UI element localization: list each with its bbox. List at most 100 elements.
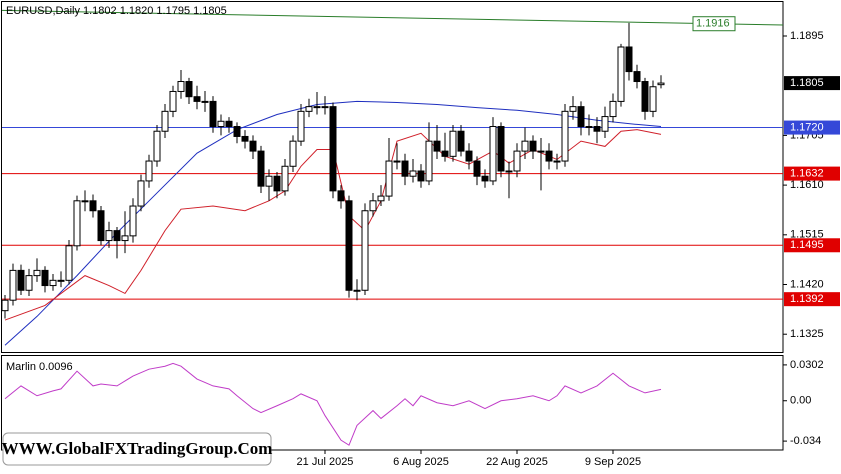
candle-body: [17, 269, 25, 291]
x-tick-label: 6 Aug 2025: [393, 456, 449, 468]
trendline-label-box: [692, 16, 736, 32]
candle-body: [641, 81, 649, 112]
candle-body: [529, 140, 537, 152]
candle-body: [345, 200, 353, 291]
indicator-y-tick-label: 0.0302: [790, 359, 824, 371]
y-tick-label: 1.1325: [790, 328, 824, 340]
candle-body: [137, 180, 145, 207]
candle-body: [241, 135, 249, 142]
candle-body: [377, 195, 385, 202]
indicator-label: Marlin 0.0096: [6, 361, 73, 373]
main-panel-frame: [1, 1, 784, 353]
candle-body: [505, 170, 513, 173]
plot-layer: [1, 9, 784, 346]
candle-body: [145, 160, 153, 182]
candle-body: [457, 130, 465, 152]
trendline: [1, 9, 784, 26]
candle-body: [513, 150, 521, 172]
level-label: 1.1720: [790, 121, 824, 133]
level-label: 1.1632: [790, 168, 824, 180]
candle-body: [201, 100, 209, 103]
candle-body: [561, 110, 569, 162]
level-label-box: [784, 120, 840, 135]
candle-body: [353, 289, 361, 292]
x-tick-label: 21 Jul 2025: [297, 456, 354, 468]
candle-body: [497, 126, 505, 172]
candle-body: [385, 160, 393, 197]
candle-body: [321, 106, 329, 109]
candle-body: [521, 140, 529, 152]
candle-body: [585, 126, 593, 129]
x-tick-label: 22 Aug 2025: [486, 456, 548, 468]
candle-body: [329, 106, 337, 192]
candle-body: [449, 130, 457, 157]
candle-body: [441, 150, 449, 157]
candle-body: [225, 120, 233, 128]
candle-body: [577, 106, 585, 128]
candle-body: [49, 279, 57, 287]
candle-body: [81, 200, 89, 203]
y-tick-label: 1.1610: [790, 179, 824, 191]
candle-body: [417, 170, 425, 182]
candle-body: [393, 160, 401, 163]
candle-body: [65, 245, 73, 281]
candle-body: [105, 230, 113, 242]
indicator-line: [4, 362, 662, 446]
candle-body: [609, 100, 617, 118]
candle-body: [41, 269, 49, 287]
candle-body: [625, 46, 633, 73]
candle-body: [617, 46, 625, 102]
watermark-box: [2, 432, 272, 466]
candle-body: [273, 175, 281, 192]
candle-body: [113, 230, 121, 242]
candle-body: [265, 175, 273, 187]
watermark: WWW.GlobalFXTradingGroup.Com: [2, 439, 273, 458]
last-price-label: 1.1805: [790, 77, 824, 89]
candle-body: [633, 71, 641, 83]
candle-body: [537, 150, 545, 153]
candle-body: [553, 160, 561, 163]
candle-body: [233, 126, 241, 137]
indicator-y-tick-label: 0.00: [790, 395, 811, 407]
trendline-label: 1.1916: [696, 18, 730, 30]
candle-body: [257, 150, 265, 187]
candle-body: [433, 140, 441, 152]
candle-body: [57, 279, 65, 282]
candle-body: [489, 126, 497, 182]
candle-body: [97, 210, 105, 242]
candle-body: [401, 160, 409, 177]
candle-body: [25, 275, 33, 291]
candle-body: [217, 120, 225, 128]
candle-body: [473, 160, 481, 177]
chart-title: EURUSD,Daily 1.1802 1.1820 1.1795 1.1805: [6, 5, 227, 17]
candle-body: [601, 116, 609, 132]
indicator-panel-frame: [1, 355, 784, 451]
candle-body: [177, 81, 185, 92]
candle-body: [465, 150, 473, 162]
candle-body: [73, 200, 81, 247]
indicator-y-tick-label: -0.034: [790, 435, 821, 447]
candle-body: [305, 106, 313, 112]
candle-body: [569, 106, 577, 112]
candle-body: [649, 86, 657, 112]
candle-body: [425, 140, 433, 182]
candle-body: [169, 90, 177, 112]
candle-body: [369, 200, 377, 212]
candle-body: [33, 269, 41, 277]
y-tick-label: 1.1420: [790, 278, 824, 290]
candle-body: [121, 235, 129, 242]
x-tick-label: 9 Sep 2025: [585, 456, 641, 468]
level-label-box: [784, 238, 840, 253]
candle-body: [281, 165, 289, 192]
candle-body: [657, 82, 665, 86]
candle-body: [185, 81, 193, 98]
candle-body: [9, 269, 17, 301]
level-label-box: [784, 166, 840, 181]
candle-body: [89, 200, 97, 212]
candle-body: [209, 100, 217, 128]
candle-body: [289, 140, 297, 167]
candle-body: [297, 110, 305, 142]
candle-body: [481, 175, 489, 182]
